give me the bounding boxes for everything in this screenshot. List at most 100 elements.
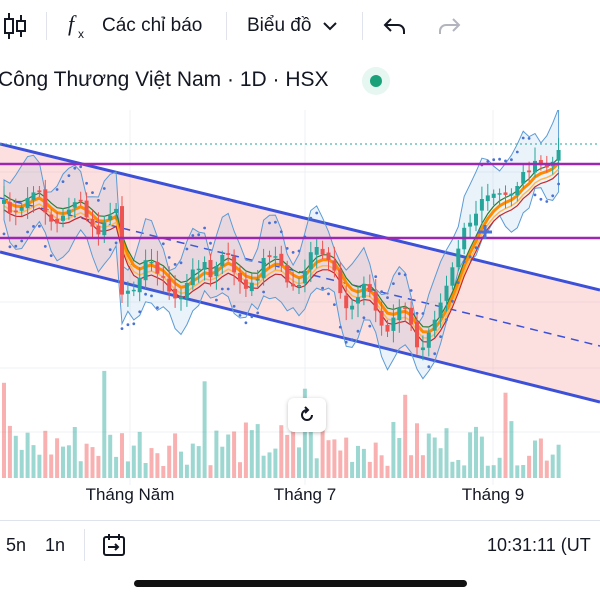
- volume-bar: [308, 430, 313, 478]
- candle-body: [497, 193, 502, 195]
- candle-body: [308, 252, 313, 270]
- volume-bar: [37, 454, 42, 478]
- sar-dot: [415, 311, 419, 315]
- range-5y-button[interactable]: 5n: [6, 535, 27, 555]
- go-to-date-icon[interactable]: [100, 531, 128, 559]
- candle-body: [391, 317, 396, 331]
- sar-dot: [91, 191, 94, 194]
- bottom-divider: [84, 529, 85, 561]
- sar-dot: [268, 221, 271, 225]
- sar-dot: [14, 244, 18, 248]
- candle-body: [108, 215, 113, 220]
- sar-dot: [262, 290, 265, 294]
- candle-body: [291, 283, 296, 287]
- sar-dot: [291, 251, 295, 254]
- page-title[interactable]: Công Thương Việt Nam · 1D · HSX: [0, 68, 329, 91]
- sar-dot: [397, 272, 401, 276]
- candle-body: [544, 163, 549, 168]
- volume-bar: [267, 452, 272, 478]
- volume-bar: [456, 460, 461, 478]
- candle-body: [474, 213, 478, 226]
- sar-dot: [498, 157, 501, 161]
- sar-dot: [338, 325, 342, 329]
- candle-body: [491, 193, 496, 198]
- volume-bar: [515, 465, 520, 478]
- volume-bar: [202, 381, 207, 478]
- reset-chart-button[interactable]: [288, 398, 326, 432]
- sar-dot: [539, 197, 543, 201]
- candle-body: [7, 202, 12, 213]
- sar-dot: [486, 160, 490, 163]
- sar-dot: [185, 247, 189, 251]
- x-axis: Tháng Năm Tháng 7 Tháng 9: [0, 485, 600, 509]
- volume-bar: [184, 464, 189, 478]
- candle-body: [137, 277, 142, 293]
- top-toolbar: f x Các chỉ báo Biểu đồ: [0, 0, 600, 52]
- sar-dot: [20, 239, 24, 243]
- sar-dot: [527, 137, 531, 140]
- sar-dot: [43, 245, 47, 248]
- sar-dot: [209, 241, 212, 245]
- candle-body: [468, 222, 473, 227]
- candle-body: [120, 206, 124, 295]
- indicators-button[interactable]: f x Các chỉ báo: [66, 8, 202, 44]
- symbol-header: Công Thương Việt Nam · 1D · HSX: [0, 56, 600, 106]
- market-status-icon[interactable]: [362, 67, 390, 95]
- volume-bar: [161, 466, 166, 478]
- price-chart[interactable]: [0, 108, 600, 520]
- candle-body: [84, 200, 89, 218]
- sar-dot: [433, 352, 437, 356]
- sar-dot: [309, 216, 313, 220]
- candle-body: [415, 321, 419, 348]
- candle-body: [143, 260, 148, 281]
- candle-body: [90, 218, 95, 227]
- volume-bar: [356, 445, 360, 478]
- sar-dot: [439, 335, 442, 338]
- candle-body: [173, 288, 178, 299]
- volume-bar: [149, 448, 154, 478]
- candle-body: [444, 285, 449, 301]
- candle-body: [96, 225, 101, 235]
- candle-body: [279, 253, 284, 266]
- candle-body: [326, 252, 331, 260]
- sar-dot: [386, 296, 389, 299]
- candle-body: [509, 193, 514, 196]
- volume-bar: [2, 382, 6, 478]
- volume-bar: [285, 434, 290, 478]
- svg-text:x: x: [78, 27, 84, 41]
- chart-type-button[interactable]: Biểu đồ: [247, 8, 339, 44]
- sar-dot: [173, 263, 177, 266]
- sar-dot: [67, 174, 71, 177]
- candle-body: [149, 261, 154, 264]
- sar-dot: [61, 180, 65, 183]
- range-1y-button[interactable]: 1n: [45, 535, 66, 555]
- volume-bar: [350, 461, 355, 478]
- redo-icon[interactable]: [436, 8, 462, 44]
- sar-dot: [344, 340, 348, 344]
- sar-dot: [297, 249, 301, 253]
- volume-bar: [420, 455, 425, 478]
- x-axis-label: Tháng 9: [461, 485, 525, 504]
- candle-body: [2, 199, 6, 204]
- undo-icon[interactable]: [382, 8, 408, 44]
- sar-dot: [232, 304, 236, 308]
- candle-body: [373, 291, 378, 311]
- sar-dot: [368, 324, 372, 328]
- candle-body: [403, 307, 408, 309]
- volume-bar: [232, 431, 237, 478]
- sar-dot: [362, 316, 366, 320]
- volume-bar: [444, 428, 449, 478]
- clock-time[interactable]: 10:31:11 (UT: [487, 535, 591, 555]
- candlestick-icon[interactable]: [2, 8, 28, 44]
- candle-body: [249, 282, 254, 292]
- volume-bar: [90, 447, 95, 478]
- sar-dot: [350, 338, 354, 342]
- candle-body: [314, 247, 319, 255]
- candle-body: [66, 209, 71, 215]
- toolbar-divider: [362, 12, 363, 40]
- volume-bar: [72, 427, 77, 478]
- svg-text:f: f: [68, 11, 77, 36]
- candle-body: [420, 347, 425, 351]
- chevron-down-icon: [323, 22, 338, 31]
- volume-bar: [279, 425, 284, 478]
